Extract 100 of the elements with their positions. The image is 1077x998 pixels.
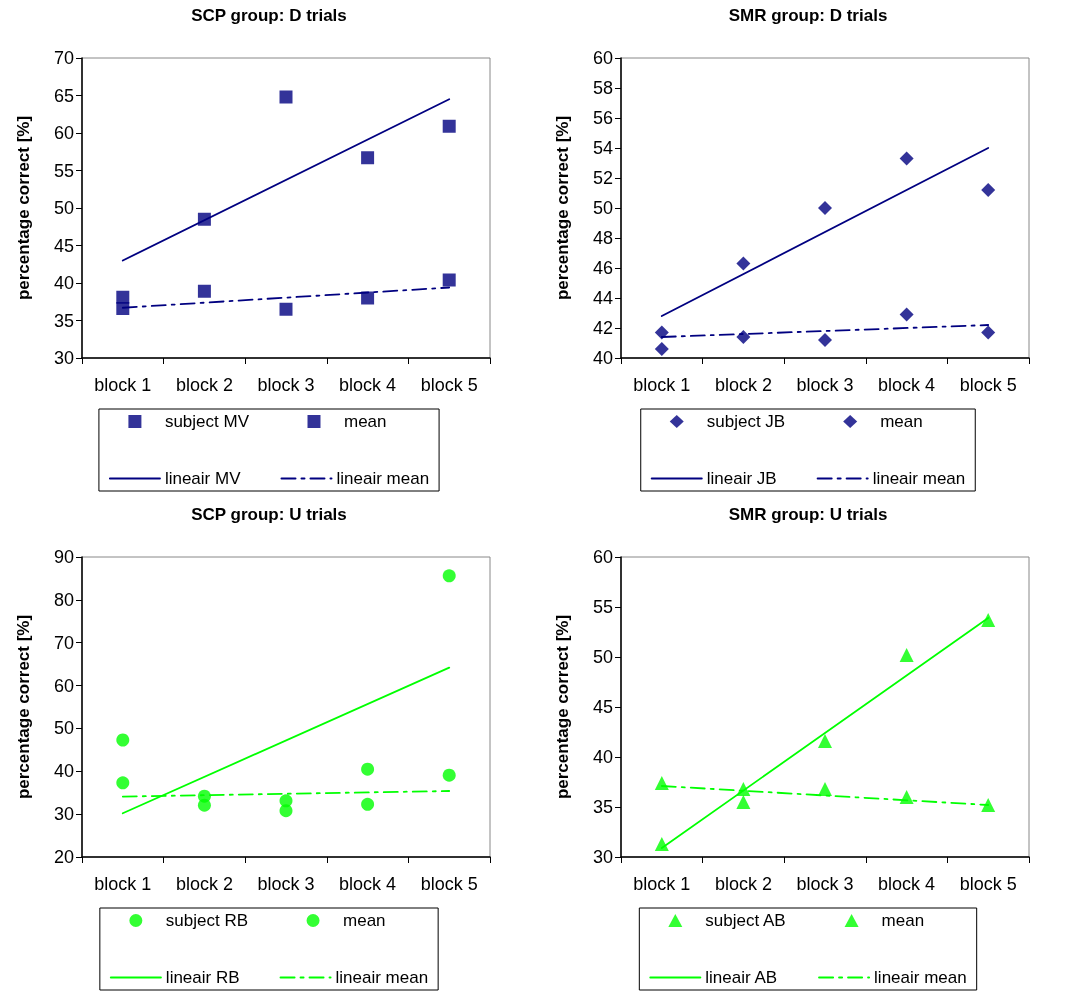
y-tick-label: 58 <box>592 78 613 98</box>
y-tick-label: 48 <box>592 228 613 248</box>
y-tick-label: 55 <box>592 597 613 617</box>
legend-label: lineair MV <box>164 469 242 488</box>
chart-title: SMR group: U trials <box>728 505 888 524</box>
legend-label: lineair AB <box>705 968 778 987</box>
y-tick-label: 50 <box>53 718 74 739</box>
y-tick-label: 70 <box>53 632 74 653</box>
point <box>654 776 669 790</box>
point <box>279 90 293 104</box>
x-tick-label: block 1 <box>633 874 691 894</box>
y-tick-label: 20 <box>53 847 74 867</box>
y-tick-label: 70 <box>53 48 74 68</box>
point <box>116 302 130 315</box>
y-axis-title: percentage correct [%] <box>553 115 572 301</box>
legend-label: mean <box>880 412 923 431</box>
y-tick-label: 60 <box>592 547 613 567</box>
y-tick-label: 35 <box>53 310 74 331</box>
legend-label: lineair mean <box>336 469 430 488</box>
point <box>818 734 832 748</box>
legend-label: subject MV <box>164 412 250 431</box>
y-tick-label: 42 <box>592 318 613 338</box>
x-tick-label: block 4 <box>339 375 397 395</box>
legend-label: lineair RB <box>165 968 240 987</box>
point <box>981 325 996 340</box>
point <box>442 119 456 133</box>
y-tick-label: 56 <box>592 108 613 128</box>
y-tick-label: 46 <box>592 258 613 278</box>
x-tick-label: block 3 <box>257 874 315 894</box>
x-tick-label: block 2 <box>714 375 772 395</box>
point <box>279 302 293 316</box>
point <box>442 768 456 782</box>
point <box>736 795 751 809</box>
x-tick-label: block 4 <box>878 874 936 894</box>
legend-label: subject JB <box>706 412 786 431</box>
point <box>899 790 914 804</box>
x-tick-label: block 4 <box>339 874 397 894</box>
y-tick-label: 30 <box>592 847 613 867</box>
point <box>818 782 832 796</box>
legend-label: subject AB <box>705 911 786 930</box>
legend-label: subject RB <box>165 911 249 930</box>
point <box>442 273 456 287</box>
point <box>361 797 375 811</box>
y-tick-label: 60 <box>53 675 74 696</box>
point <box>442 569 456 583</box>
y-tick-label: 54 <box>592 138 613 158</box>
x-tick-label: block 5 <box>420 375 478 395</box>
y-axis-title: percentage correct [%] <box>553 614 572 800</box>
y-tick-label: 45 <box>592 697 613 717</box>
point <box>361 151 375 165</box>
x-tick-label: block 3 <box>796 375 854 395</box>
point <box>818 201 832 215</box>
y-tick-label: 90 <box>53 547 74 567</box>
y-tick-label: 50 <box>53 198 74 218</box>
y-axis-title: percentage correct [%] <box>14 614 33 800</box>
legend-label: lineair mean <box>874 968 967 987</box>
x-tick-label: block 3 <box>257 375 315 395</box>
point <box>197 212 211 226</box>
y-tick-label: 60 <box>53 123 74 143</box>
y-tick-label: 40 <box>53 761 74 782</box>
x-tick-label: block 2 <box>175 375 233 395</box>
y-tick-label: 50 <box>592 647 613 667</box>
y-tick-label: 35 <box>592 797 613 817</box>
x-tick-label: block 2 <box>714 874 772 894</box>
point <box>981 183 996 197</box>
y-tick-label: 55 <box>53 160 74 181</box>
x-tick-label: block 3 <box>796 874 854 894</box>
x-tick-label: block 1 <box>94 375 152 395</box>
y-tick-label: 30 <box>53 804 74 825</box>
point <box>736 256 751 271</box>
x-tick-label: block 1 <box>633 375 691 395</box>
y-tick-label: 44 <box>592 288 613 308</box>
point <box>654 325 669 340</box>
point <box>899 151 914 166</box>
x-tick-label: block 1 <box>94 874 152 894</box>
x-tick-label: block 5 <box>959 874 1017 894</box>
point <box>736 782 751 796</box>
x-tick-label: block 5 <box>959 375 1017 395</box>
legend-label: lineair mean <box>335 968 429 987</box>
chart-title: SCP group: U trials <box>191 505 347 524</box>
legend-label: mean <box>344 412 387 431</box>
point <box>361 762 375 776</box>
y-axis-title: percentage correct [%] <box>14 115 33 301</box>
chart-title: SMR group: D trials <box>728 6 888 25</box>
y-tick-label: 52 <box>592 168 613 188</box>
point <box>116 733 130 747</box>
y-tick-label: 40 <box>592 348 613 368</box>
point <box>981 798 996 812</box>
y-tick-label: 40 <box>592 747 613 767</box>
legend-label: lineair JB <box>706 469 777 488</box>
point <box>899 648 914 662</box>
point <box>654 837 669 851</box>
point <box>279 794 293 808</box>
y-tick-label: 80 <box>53 589 74 610</box>
point <box>899 307 914 322</box>
point <box>981 613 996 627</box>
y-tick-label: 45 <box>53 235 74 256</box>
y-tick-label: 30 <box>53 348 74 368</box>
legend-label: lineair mean <box>872 469 966 488</box>
point <box>361 291 375 305</box>
